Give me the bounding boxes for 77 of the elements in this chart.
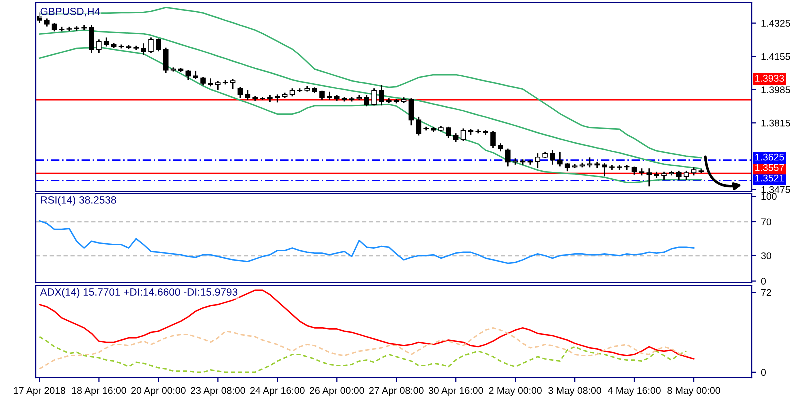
x-tick-label: 24 Apr 16:00 [250, 387, 305, 396]
x-tick-label: 3 May 08:00 [548, 387, 602, 396]
x-tick-label: 26 Apr 00:00 [310, 387, 364, 396]
x-tick-label: 17 Apr 2018 [14, 387, 66, 396]
y-tick-label: 72 [762, 289, 772, 296]
y-tick-label: 1.3985 [762, 86, 790, 94]
chart-title: ADX(14) 15.7701 +DI:14.6600 -DI:15.9793 [40, 288, 238, 298]
candlestick [602, 164, 608, 177]
candlestick [216, 81, 221, 90]
candlestick [490, 131, 496, 148]
candlestick [274, 94, 280, 103]
candlestick [268, 95, 273, 102]
candlestick [82, 25, 87, 30]
candlestick [698, 170, 704, 174]
line-series [39, 7, 702, 159]
candlestick [505, 148, 511, 167]
y-tick-label: 1.4155 [762, 53, 790, 60]
candlestick [408, 98, 414, 126]
candlestick [424, 126, 429, 131]
y-tick-label: 30 [761, 252, 772, 260]
x-tick-label: 27 Apr 08:00 [370, 387, 424, 396]
x-tick-label: 4 May 16:00 [608, 387, 661, 396]
x-tick-label: 2 May 00:00 [489, 387, 542, 396]
candlestick [126, 45, 132, 50]
line-series [39, 290, 695, 360]
candlestick [446, 126, 452, 138]
candlestick [238, 87, 244, 98]
candlestick [646, 168, 652, 187]
candlestick [364, 95, 370, 107]
chart-title: RSI(14) 38.2538 [41, 196, 116, 206]
ref-line-label: 1.3557 [756, 164, 784, 172]
ref-line-label: 1.3521 [756, 174, 784, 182]
candlestick [550, 150, 556, 165]
ref-line-label: 1.3933 [756, 75, 784, 82]
candlestick [163, 48, 169, 74]
candlestick [372, 88, 377, 106]
candlestick [96, 40, 102, 54]
candlestick [610, 165, 615, 170]
x-tick-label: 8 May 00:00 [668, 387, 720, 396]
candlestick [74, 26, 80, 31]
candlestick [594, 162, 600, 168]
candlestick [252, 96, 258, 101]
candlestick [141, 44, 146, 55]
x-tick-label: 20 Apr 00:00 [132, 387, 186, 396]
candlestick [37, 12, 42, 24]
y-tick-label: 100 [762, 193, 777, 200]
line-series [39, 336, 688, 374]
candlestick [148, 38, 154, 54]
candlestick [379, 85, 384, 106]
candlestick [535, 154, 541, 168]
candlestick [89, 25, 94, 54]
y-tick-label: 1.3475 [762, 186, 790, 194]
line-series [39, 327, 688, 370]
x-tick-label: 18 Apr 16:00 [72, 387, 126, 396]
line-series [39, 220, 695, 264]
y-tick-label: 0 [761, 369, 766, 376]
ref-line-label: 1.3625 [756, 154, 784, 161]
chart-title: GBPUSD,H4 [40, 8, 100, 17]
candlestick [386, 98, 392, 104]
candlestick [327, 92, 332, 100]
candlestick [208, 78, 214, 87]
y-tick-label: 1.4325 [762, 20, 790, 27]
candlestick [156, 38, 162, 52]
y-tick-label: 70 [762, 218, 772, 226]
candlestick [260, 97, 266, 100]
candlestick [476, 130, 482, 134]
candlestick [558, 152, 563, 167]
candlestick [193, 70, 199, 80]
y-tick-label: 1.3815 [762, 120, 790, 127]
candlestick [460, 128, 466, 142]
y-tick-label: 0 [761, 278, 766, 285]
candlestick [416, 116, 422, 136]
candlestick [356, 95, 362, 100]
candlestick [617, 165, 622, 170]
x-tick-label: 30 Apr 16:00 [428, 387, 484, 396]
candlestick [222, 80, 228, 85]
x-tick-label: 23 Apr 08:00 [191, 387, 246, 396]
